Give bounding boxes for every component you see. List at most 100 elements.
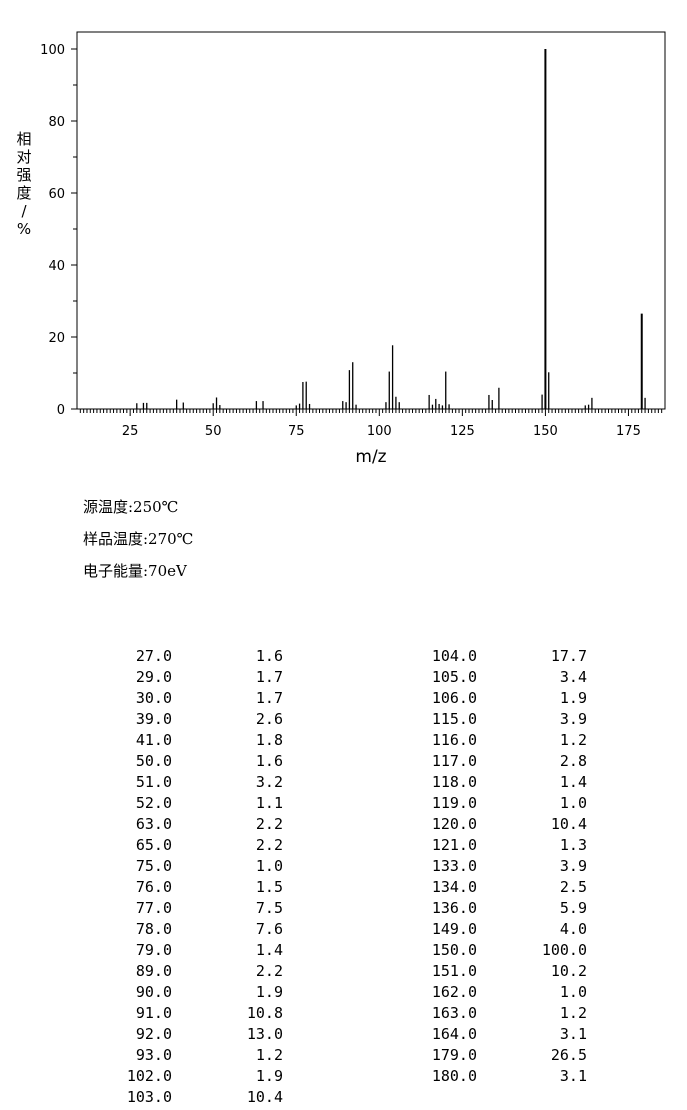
- peak-mz: 179.0: [431, 1046, 477, 1064]
- peak-mz: 41.0: [135, 731, 172, 749]
- peak-abundance: 1.7: [255, 689, 283, 707]
- peak-mz: 103.0: [126, 1088, 172, 1106]
- peak-abundance: 2.6: [255, 710, 283, 728]
- y-axis-label-char: 强: [16, 166, 32, 184]
- peak-mz: 105.0: [431, 668, 477, 686]
- peak-mz: 78.0: [135, 920, 172, 938]
- peak-mz: 163.0: [431, 1004, 477, 1022]
- x-tick-label: 25: [122, 424, 139, 439]
- mass-spectrum-chart: 0 20 40 60 80 100 25 50 75 100 125 150 175 m/z: [40, 31, 666, 467]
- peak-abundance: 1.6: [255, 647, 283, 665]
- peak-abundance: 10.4: [246, 1088, 283, 1106]
- peak-mz: 134.0: [431, 878, 477, 896]
- peak-mz: 164.0: [431, 1025, 477, 1043]
- peak-mz: 150.0: [431, 941, 477, 959]
- peak-mz: 75.0: [135, 857, 172, 875]
- y-tick-label: 40: [48, 259, 65, 274]
- y-axis-label: 相对强度 /%: [14, 130, 34, 238]
- x-tick-label: 75: [288, 424, 305, 439]
- peak-mz: 118.0: [431, 773, 477, 791]
- peak-abundance: 1.5: [255, 878, 283, 896]
- peak-mz: 76.0: [135, 878, 172, 896]
- peak-abundance: 2.5: [559, 878, 587, 896]
- x-tick-label: 150: [533, 424, 558, 439]
- x-tick-label: 125: [450, 424, 475, 439]
- peak-abundance: 10.4: [550, 815, 587, 833]
- peak-mz: 151.0: [431, 962, 477, 980]
- peak-mz: 63.0: [135, 815, 172, 833]
- peak-abundance: 5.9: [559, 899, 587, 917]
- peak-abundance: 1.7: [255, 668, 283, 686]
- peak-abundance: 3.1: [559, 1025, 587, 1043]
- peak-abundance: 2.2: [255, 836, 283, 854]
- peak-mz: 50.0: [135, 752, 172, 770]
- peak-mz: 117.0: [431, 752, 477, 770]
- peak-abundance: 26.5: [550, 1046, 587, 1064]
- peak-mz: 119.0: [431, 794, 477, 812]
- peak-mz: 121.0: [431, 836, 477, 854]
- y-tick-label: 80: [48, 115, 65, 130]
- peak-mz: 104.0: [431, 647, 477, 665]
- peak-abundance: 1.0: [559, 794, 587, 812]
- peak-mz: 90.0: [135, 983, 172, 1001]
- y-axis: 0 20 40 60 80 100: [40, 43, 77, 418]
- peak-abundance: 1.2: [559, 731, 587, 749]
- peak-mz: 30.0: [135, 689, 172, 707]
- peak-abundance: 4.0: [559, 920, 587, 938]
- peak-mz: 92.0: [135, 1025, 172, 1043]
- y-axis-label-char: %: [16, 220, 32, 238]
- peak-abundance: 1.2: [255, 1046, 283, 1064]
- x-axis-label: m/z: [355, 447, 386, 467]
- x-axis: 25 50 75 100 125 150 175: [79, 409, 663, 439]
- peak-mz: 120.0: [431, 815, 477, 833]
- peak-abundance: 2.2: [255, 815, 283, 833]
- peak-bars: [136, 49, 646, 409]
- peak-mz: 93.0: [135, 1046, 172, 1064]
- condition-sample-temp: 样品温度:270℃: [83, 530, 194, 548]
- x-tick-label: 175: [616, 424, 641, 439]
- peak-abundance: 10.2: [550, 962, 587, 980]
- peak-abundance: 1.4: [559, 773, 587, 791]
- x-tick-label: 100: [367, 424, 392, 439]
- peak-abundance: 3.9: [559, 857, 587, 875]
- peak-abundance: 7.5: [255, 899, 283, 917]
- peak-abundance: 100.0: [541, 941, 587, 959]
- peak-mz: 180.0: [431, 1067, 477, 1085]
- peak-mz: 136.0: [431, 899, 477, 917]
- peak-abundance: 1.3: [559, 836, 587, 854]
- peak-mz: 106.0: [431, 689, 477, 707]
- peak-mz: 65.0: [135, 836, 172, 854]
- peak-mz: 149.0: [431, 920, 477, 938]
- condition-electron-energy: 电子能量:70eV: [83, 562, 187, 580]
- peak-abundance: 3.1: [559, 1067, 587, 1085]
- y-axis-label-char: 度: [16, 184, 32, 202]
- peak-abundance: 1.9: [255, 983, 283, 1001]
- peak-mz: 89.0: [135, 962, 172, 980]
- peak-abundance: 1.2: [559, 1004, 587, 1022]
- peak-abundance: 1.1: [255, 794, 283, 812]
- peak-abundance: 3.2: [255, 773, 283, 791]
- y-tick-label: 20: [48, 331, 65, 346]
- peak-mz: 27.0: [135, 647, 172, 665]
- y-axis-label-char: 对: [16, 148, 32, 166]
- peak-mz: 116.0: [431, 731, 477, 749]
- condition-source-temp: 源温度:250℃: [83, 498, 179, 516]
- peak-mz: 133.0: [431, 857, 477, 875]
- peak-abundance: 1.8: [255, 731, 283, 749]
- peak-abundance: 3.9: [559, 710, 587, 728]
- peak-abundance: 13.0: [246, 1025, 283, 1043]
- peak-abundance: 2.2: [255, 962, 283, 980]
- peak-abundance: 17.7: [550, 647, 587, 665]
- peak-mz: 91.0: [135, 1004, 172, 1022]
- y-axis-label-char: /: [21, 202, 27, 220]
- peak-mz: 29.0: [135, 668, 172, 686]
- y-tick-label: 60: [48, 187, 65, 202]
- peak-mz: 52.0: [135, 794, 172, 812]
- peak-abundance: 1.4: [255, 941, 283, 959]
- x-tick-label: 50: [205, 424, 222, 439]
- peak-mz: 39.0: [135, 710, 172, 728]
- peak-abundance: 2.8: [559, 752, 587, 770]
- peak-mz: 162.0: [431, 983, 477, 1001]
- plot-frame: [76, 31, 666, 410]
- peak-mz: 79.0: [135, 941, 172, 959]
